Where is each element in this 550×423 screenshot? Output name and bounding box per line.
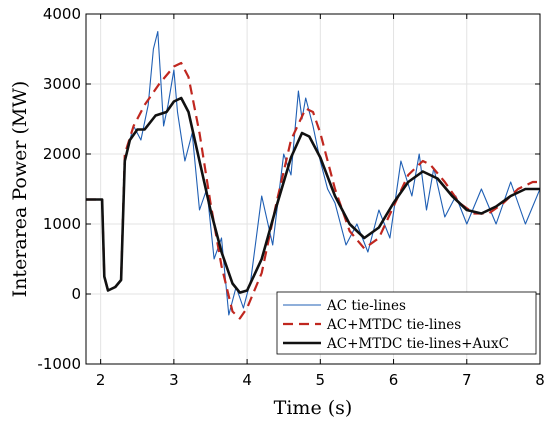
legend-entry-ac: AC tie-lines [283,298,406,314]
legend-label-ac: AC tie-lines [326,298,406,314]
x-tick-label-5: 5 [316,371,326,389]
y-axis-label: Interarea Power (MW) [9,81,31,298]
x-tick-label-3: 3 [169,371,179,389]
legend-entry-ac-mtdc-auxc: AC+MTDC tie-lines+AuxC [283,336,509,352]
y-tick-label-2000: 2000 [43,145,81,163]
y-tick-label-1000: 1000 [43,215,81,233]
y-tick-label-4000: 4000 [43,5,81,23]
legend-label-ac-mtdc: AC+MTDC tie-lines [326,317,461,333]
legend: AC tie-lines AC+MTDC tie-lines AC+MTDC t… [276,291,537,355]
tick-marks [86,13,541,365]
legend-label-ac-mtdc-auxc: AC+MTDC tie-lines+AuxC [326,336,509,352]
x-tick-label-6: 6 [389,371,399,389]
y-tick-label-1000: -1000 [37,355,81,373]
y-tick-labels: -1000 0 1000 2000 3000 4000 [37,5,81,373]
series-line-ac-mtdc-tie-lines [86,61,540,320]
y-tick-label-0: 0 [71,285,81,303]
legend-entry-ac-mtdc: AC+MTDC tie-lines [283,317,461,333]
x-tick-label-8: 8 [535,371,545,389]
x-tick-label-2: 2 [96,371,106,389]
series-line-ac-tie-lines [86,30,540,316]
series-line-ac-mtdc-tie-lines-auxc [86,96,540,294]
x-axis-label: Time (s) [274,397,353,419]
series-lines [86,30,540,320]
plot-area-frame [85,13,541,365]
y-tick-label-3000: 3000 [43,75,81,93]
x-tick-label-7: 7 [462,371,472,389]
x-tick-labels: 2 3 4 5 6 7 8 [96,371,545,389]
x-tick-label-4: 4 [242,371,252,389]
